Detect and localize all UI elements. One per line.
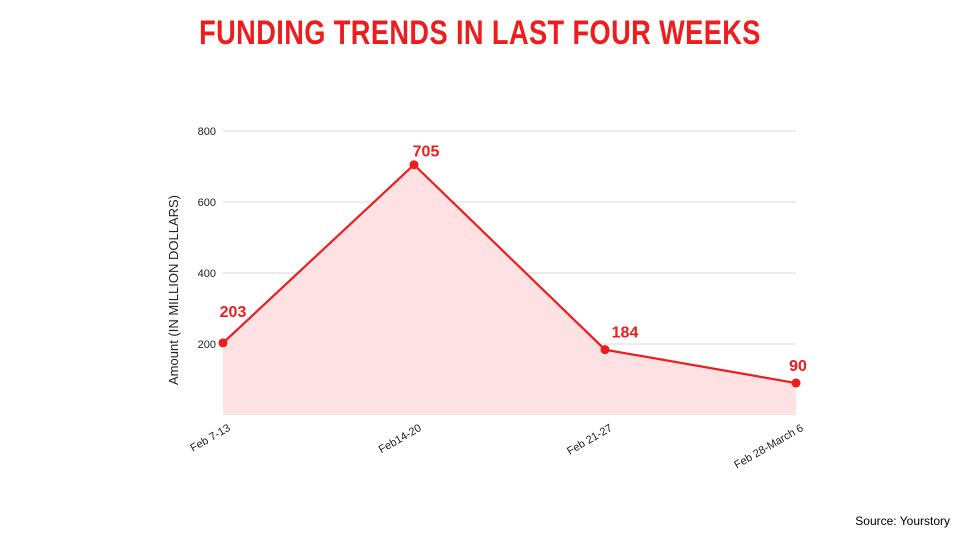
x-tick-label: Feb 28-March 6	[732, 422, 805, 471]
source-note: Source: Yourstory	[855, 514, 950, 528]
data-points	[218, 160, 801, 388]
series-line	[222, 163, 797, 385]
y-tick-labels: 200 400 600 800	[198, 126, 216, 351]
area-fill	[223, 164, 796, 415]
data-label: 90	[789, 358, 807, 375]
chart-title: FUNDING TRENDS IN LAST FOUR WEEKS	[199, 14, 761, 52]
x-tick-labels: Feb 7-13 Feb14-20 Feb 21-27 Feb 28-March 6	[188, 422, 805, 471]
x-tick-label: Feb14-20	[377, 422, 424, 456]
data-labels: 203 705 184 90	[220, 144, 807, 375]
data-point	[218, 338, 228, 348]
data-point	[600, 345, 610, 355]
y-tick-label: 400	[198, 268, 216, 280]
x-tick-label: Feb 7-13	[188, 422, 232, 454]
data-point	[409, 160, 419, 170]
data-label: 203	[220, 304, 247, 321]
x-tick-label: Feb 21-27	[565, 422, 614, 457]
y-tick-label: 800	[198, 126, 216, 138]
y-tick-label: 200	[198, 339, 216, 351]
y-axis-label: Amount (IN MILLION DOLLARS)	[166, 195, 181, 385]
y-tick-label: 600	[198, 197, 216, 209]
data-point	[791, 378, 801, 388]
data-label: 705	[413, 144, 440, 161]
data-label: 184	[612, 325, 639, 342]
